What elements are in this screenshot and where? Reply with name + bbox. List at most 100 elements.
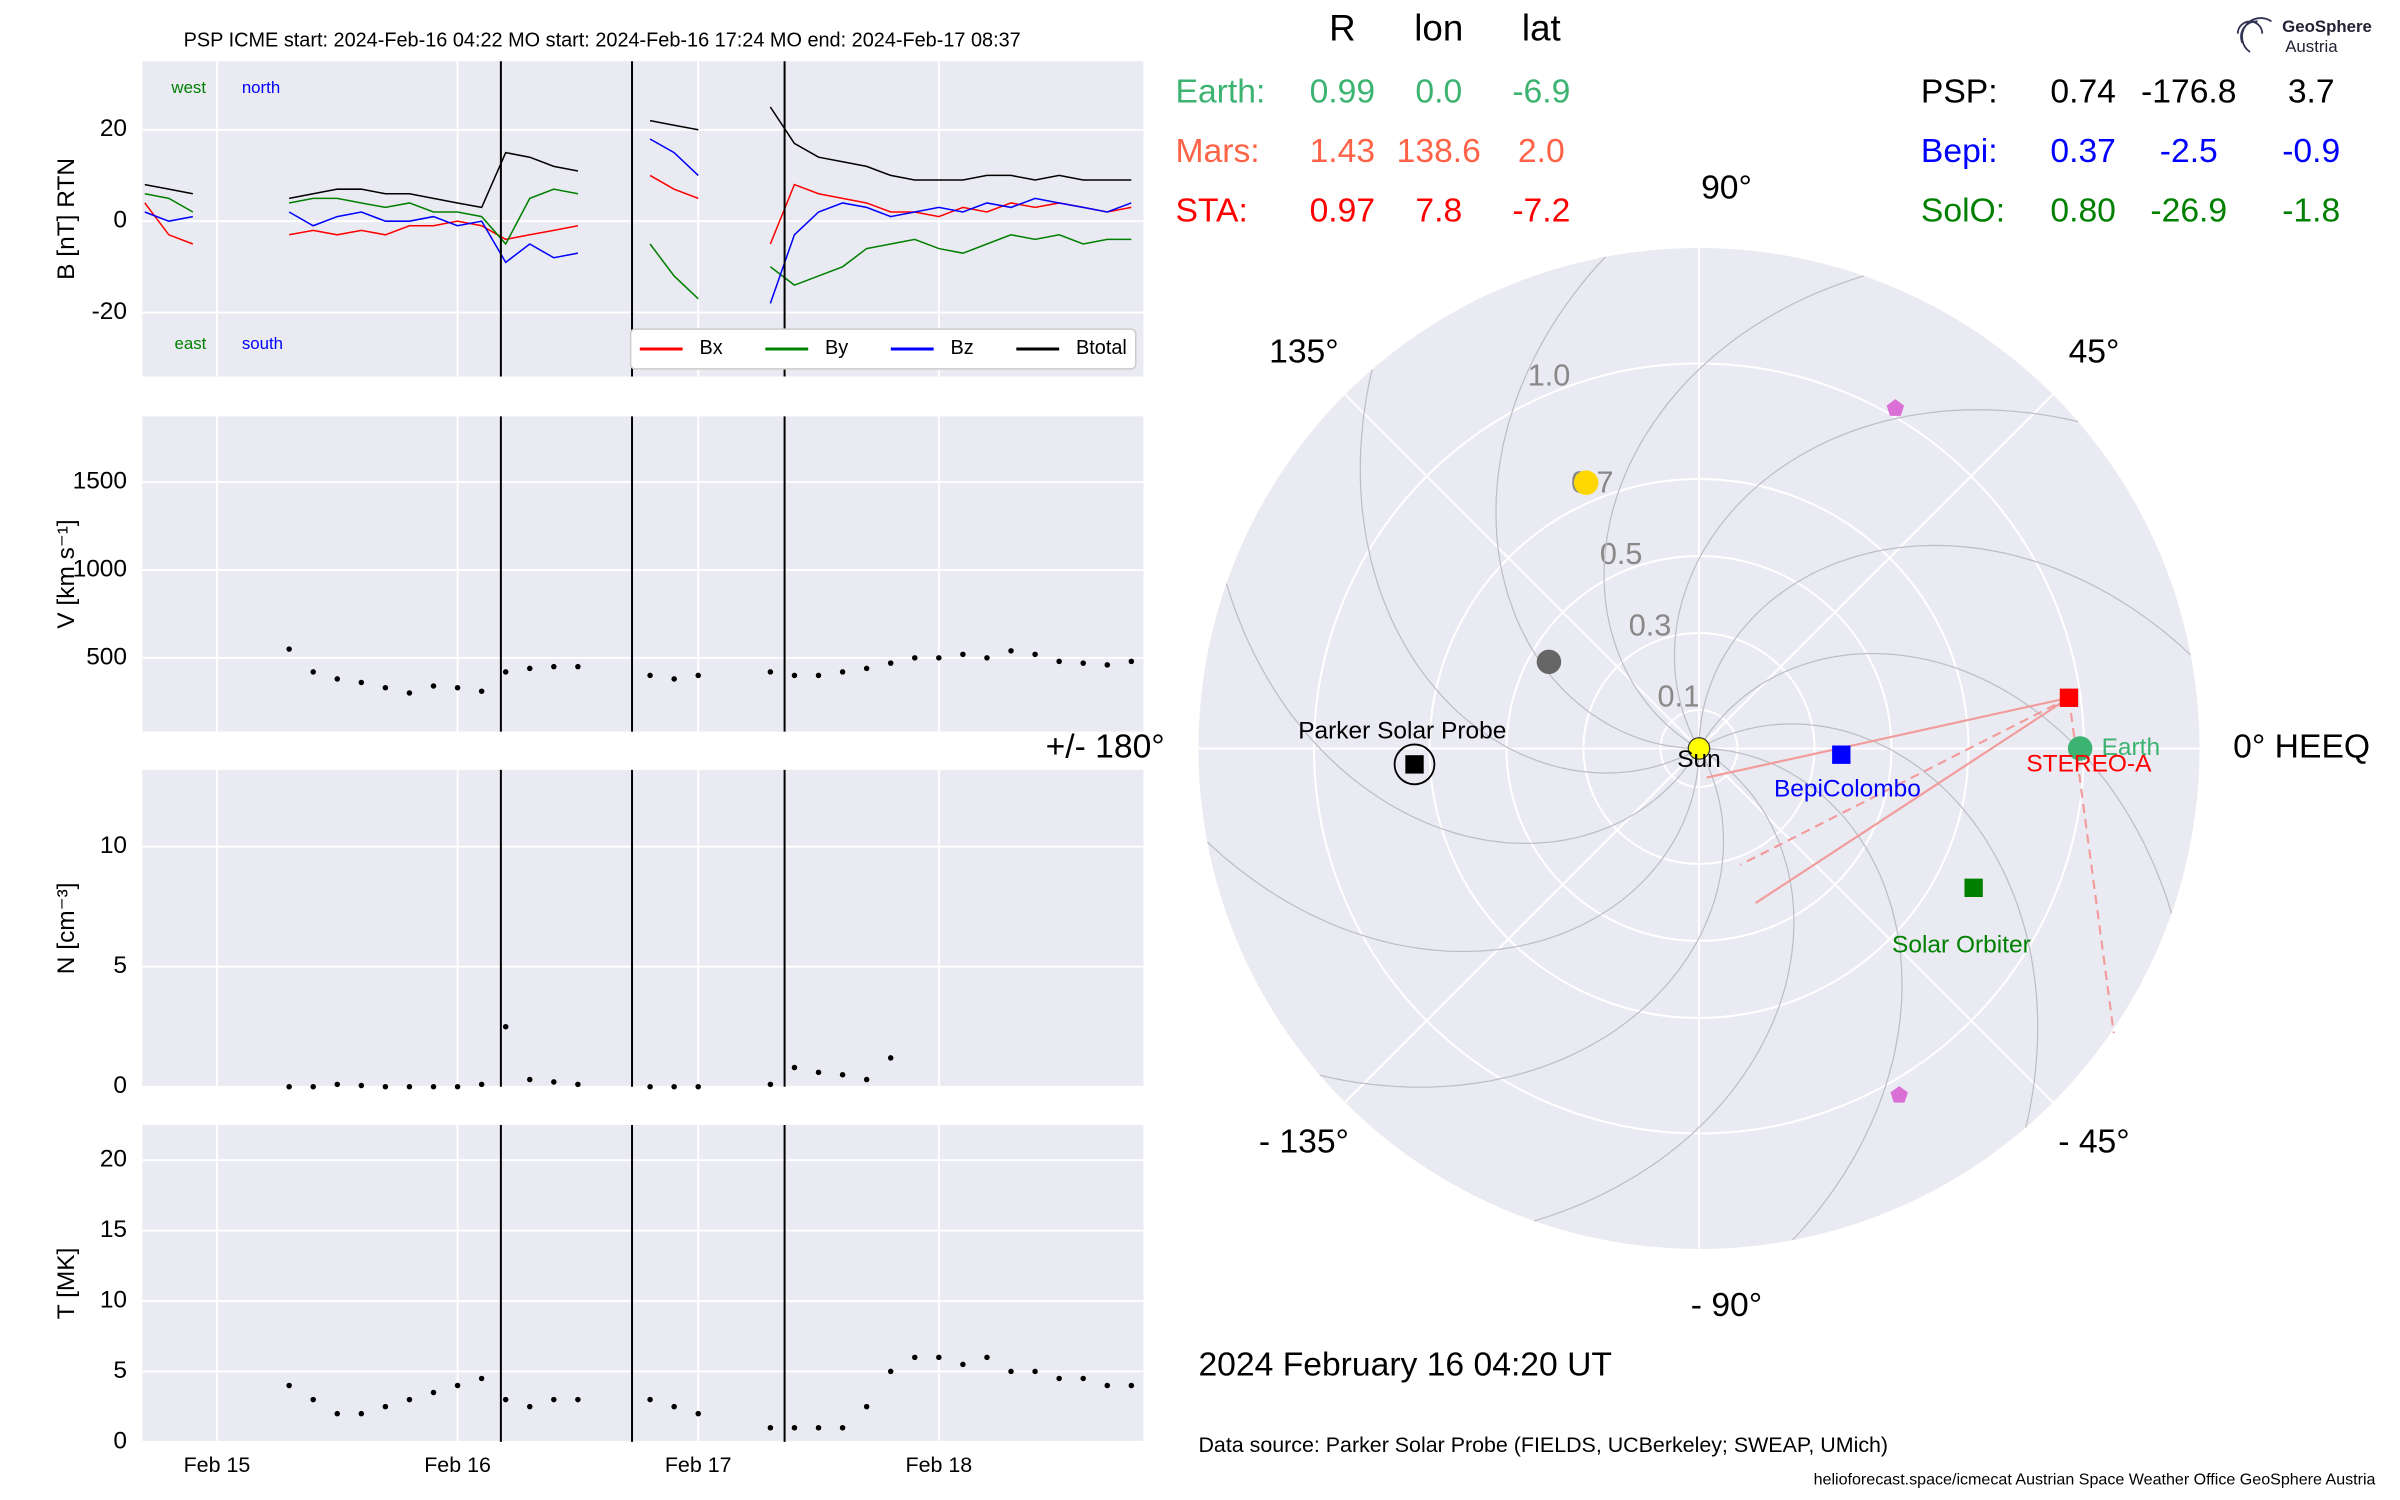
data-point [887,1368,894,1375]
data-point [1008,1368,1014,1375]
data-point [358,1082,365,1089]
data-point [936,655,942,661]
angular-tick-label: 135° [1269,333,1339,370]
panel: -20 0 20 B [nT] RTN west north east south Bx By Bz… [53,61,1144,377]
logo-text: GeoSphere [2282,17,2372,36]
data-point [863,1076,870,1083]
data-point [551,1079,557,1085]
row-label: SolO: [1921,193,2005,230]
table-cell: 0.99 [1310,73,1376,110]
x-tick-label: Feb 15 [184,1453,251,1477]
probe-ring [1393,743,1436,786]
legend-label: Bx [699,337,722,359]
data-point [839,1425,846,1431]
angular-grid [1698,747,2054,1104]
angular-tick-label: 90° [1701,170,1752,207]
data-point [1032,651,1038,658]
data-point [1128,658,1135,665]
body-marker [1573,470,1599,495]
table-cell: -26.9 [2150,193,2227,230]
parker-spiral [1495,256,1699,750]
credits: helioforecast.space/icmecat Austrian Spa… [1814,1470,2376,1488]
logo-subtext: Austria [2285,37,2338,56]
connection-line [1755,696,2070,904]
table-cell: 1.43 [1310,133,1376,170]
data-point [1080,1375,1086,1382]
y-axis-label: N [cm⁻³] [53,882,80,974]
data-point [286,1083,292,1090]
data-point [310,669,316,675]
legend-box [629,328,1137,370]
parker-spiral [1206,748,1700,953]
x-tick-label: Feb 16 [424,1453,491,1477]
legend-label: Bz [951,337,974,359]
data-point [839,669,846,675]
data-point [1104,1382,1111,1389]
data-point [887,660,894,666]
body-label: Sun [1677,746,1721,773]
parker-spiral [1698,652,2173,914]
y-tick-label: 15 [100,1216,127,1243]
data-point [406,1083,413,1090]
panel-bg [142,416,1144,732]
angular-tick-label: - 135° [1259,1123,1349,1160]
data-point [551,663,557,670]
data-point [647,1083,653,1090]
body-label: Solar Orbiter [1892,931,2031,958]
radial-tick-label: 0.3 [1629,608,1672,642]
parker-spiral [1319,748,1725,1088]
parker-spiral [1698,544,2192,749]
y-tick-label: 10 [100,1286,127,1313]
table-cell: 0.37 [2050,133,2116,170]
data-point [310,1083,316,1090]
angular-tick-label: 45° [2069,333,2120,370]
body-label: Parker Solar Probe [1298,718,1506,745]
data-point [984,655,990,661]
data-point [695,1410,701,1417]
angular-tick-label: 0° HEEQ [2233,728,2370,765]
body-label: STEREO-A [2026,751,2152,778]
data-point [767,1425,774,1431]
table-cell: -0.9 [2282,133,2340,170]
data-point [887,1055,894,1061]
data-point [815,1069,822,1076]
data-point [502,669,509,675]
body-marker [1536,649,1562,675]
y-tick-label: 0 [113,1072,127,1099]
series-line [144,188,1132,300]
y-tick-label: 500 [86,643,127,670]
table-cell: 0.97 [1310,193,1376,230]
table-cell: 0.80 [2050,193,2116,230]
data-point [502,1023,509,1030]
data-point [791,1064,798,1071]
data-point [382,1403,389,1410]
panel: Feb 15 Feb 16 Feb 17 Feb 18 0 5 10 15 20 T [MK] [53,1125,1144,1477]
y-axis-label: T [MK] [53,1248,80,1320]
data-source: Data source: Parker Solar Probe (FIELDS,… [1198,1433,1888,1457]
table-cell: -6.9 [1512,73,1570,110]
data-point [454,1382,461,1389]
row-label: STA: [1176,193,1248,230]
connection-line [1739,696,2070,866]
logo-icon [2236,17,2272,53]
annotation: south [242,334,283,353]
table-cell: 138.6 [1397,133,1481,170]
y-tick-label: 0 [113,1427,127,1454]
y-tick-label: 1000 [73,555,127,582]
data-point [334,1081,341,1088]
parker-spiral [1533,747,1795,1222]
panel: 0 5 10 N [cm⁻³] [53,769,1144,1099]
y-tick-label: -20 [92,298,127,325]
data-point [310,1396,316,1403]
data-point [1080,660,1086,666]
column-header: R [1329,7,1356,48]
annotation: north [242,78,280,97]
data-point [382,1083,389,1090]
series-line [144,106,1132,209]
y-tick-label: 20 [100,1146,127,1173]
data-point [406,1396,413,1403]
data-point [960,1361,966,1368]
data-point [695,1083,701,1090]
